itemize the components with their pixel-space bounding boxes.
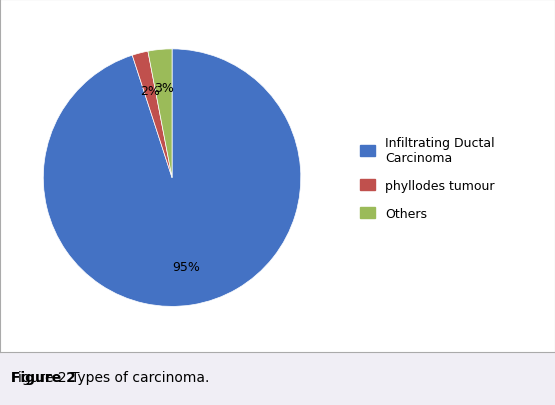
Wedge shape (43, 50, 301, 307)
Text: 2%: 2% (140, 85, 160, 98)
Text: 3%: 3% (154, 82, 174, 95)
Wedge shape (132, 52, 172, 178)
Text: Figure 2 Types of carcinoma.: Figure 2 Types of carcinoma. (11, 370, 209, 384)
Text: Figure 2: Figure 2 (11, 370, 76, 384)
Wedge shape (148, 50, 172, 178)
Legend: Infiltrating Ductal
Carcinoma, phyllodes tumour, Others: Infiltrating Ductal Carcinoma, phyllodes… (355, 131, 500, 225)
Text: 95%: 95% (172, 260, 200, 273)
